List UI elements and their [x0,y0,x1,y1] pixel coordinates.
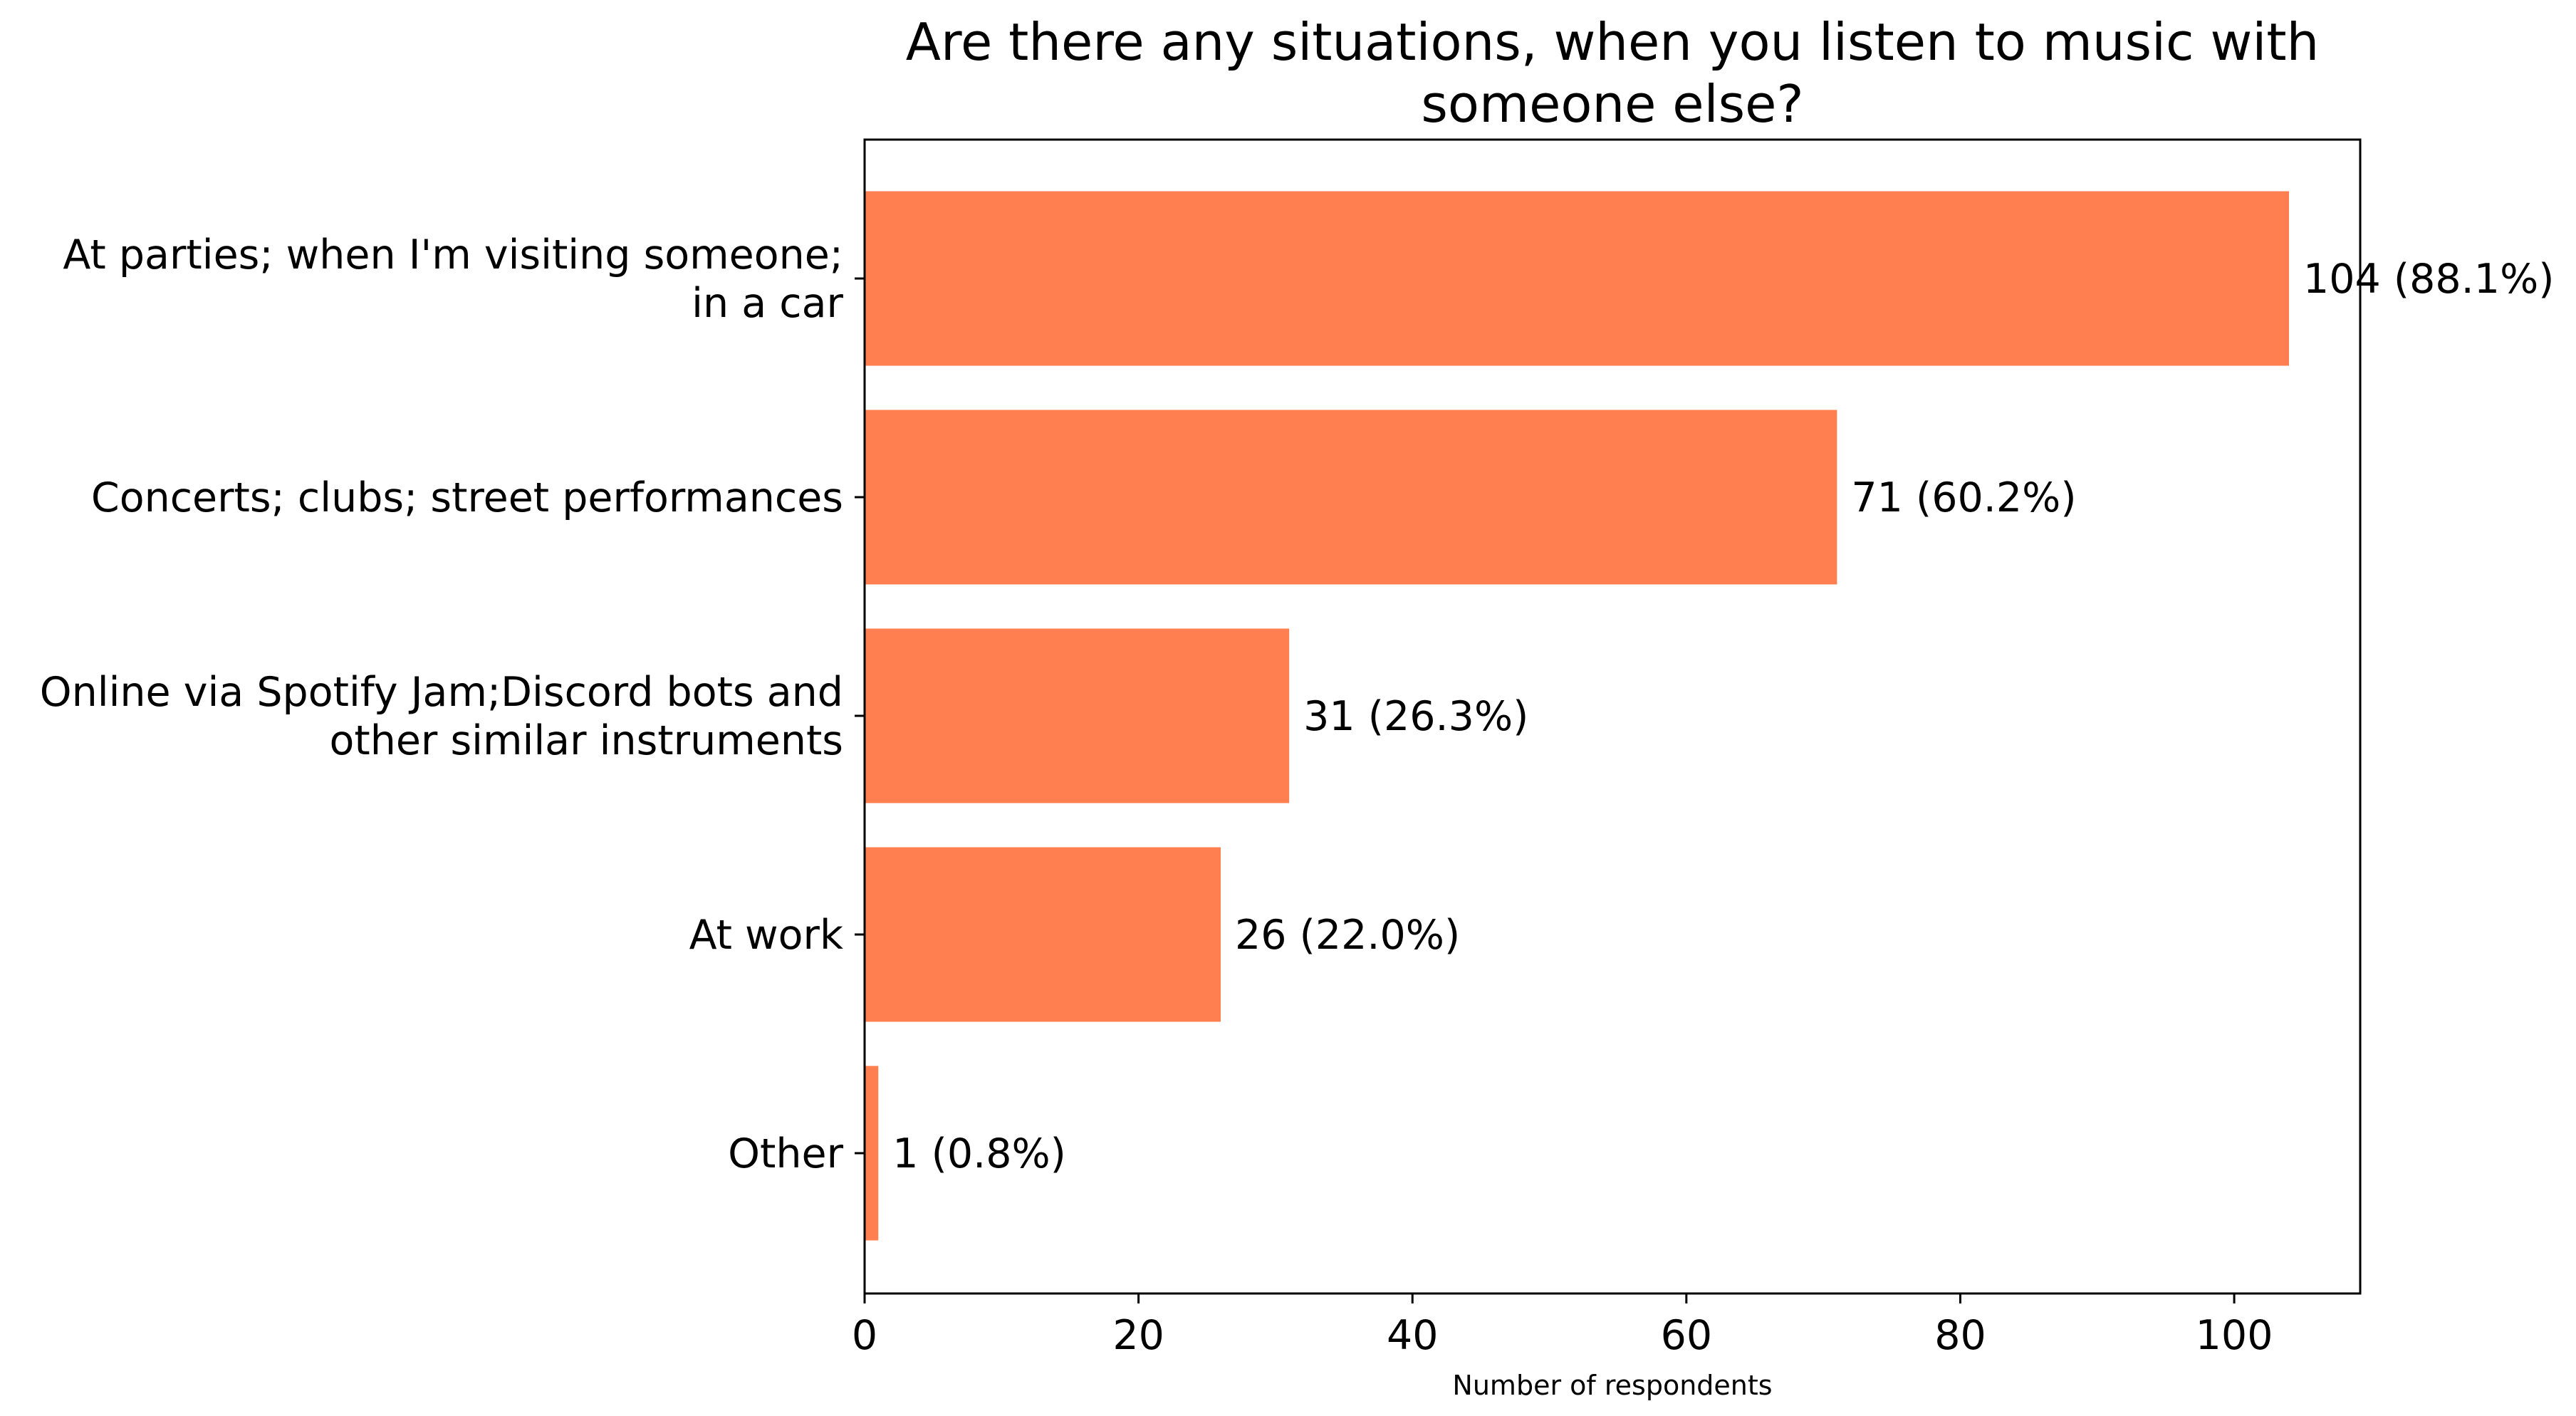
value-label: 31 (26.3%) [1303,693,1528,740]
chart-title-line: Are there any situations, when you liste… [906,12,2320,72]
value-label: 26 (22.0%) [1235,912,1460,959]
x-axis-title: Number of respondents [1452,1370,1772,1401]
bar [865,191,2289,366]
chart-title-line: someone else? [1421,74,1803,134]
category-label: At work [689,912,843,959]
bar [865,410,1837,585]
bar [865,847,1221,1022]
category-label: Concerts; clubs; street performances [91,474,843,521]
bar [865,628,1290,803]
value-label: 71 (60.2%) [1851,474,2076,521]
category-labels: At parties; when I'm visiting someone; in… [40,231,865,1177]
category-label: Online via Spotify Jam;Discord bots and o… [40,669,843,764]
x-tick-label: 100 [2196,1312,2273,1359]
x-axis-ticks: 0 20 40 60 80 100 [852,1293,2273,1359]
chart-title: Are there any situations, when you liste… [906,12,2320,134]
x-tick-label: 60 [1661,1312,1713,1359]
bar [865,1066,879,1241]
value-labels: 104 (88.1%) 71 (60.2%) 31 (26.3%) 26 (22.0%… [892,256,2554,1177]
bars-group [865,191,2289,1241]
category-label: At parties; when I'm visiting someone; in… [63,231,843,327]
x-tick-label: 0 [852,1312,877,1359]
plot-frame [863,138,2362,1295]
value-label: 1 (0.8%) [892,1130,1066,1177]
x-tick-label: 80 [1934,1312,1986,1359]
value-label: 104 (88.1%) [2303,256,2554,303]
x-tick-label: 20 [1112,1312,1164,1359]
x-tick-label: 40 [1387,1312,1439,1359]
category-label: Other [728,1130,843,1177]
